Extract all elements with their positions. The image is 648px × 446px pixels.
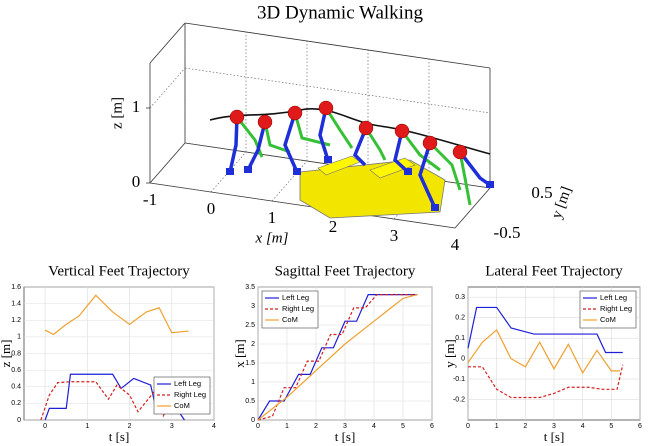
y-tick-label: 0 [461, 355, 465, 362]
x-tick-label: 1 [85, 423, 89, 430]
x-axis-label: t [s] [335, 429, 356, 444]
x-tick-label: 0 [207, 199, 216, 218]
legend-label: Left Leg [600, 293, 627, 302]
x-tick-label: 3 [390, 226, 399, 245]
chart-title: Sagittal Feet Trajectory [275, 263, 416, 279]
x-axis-label: x [m] [255, 230, 289, 246]
y-axis-label: x [m] [232, 339, 247, 368]
x-tick-label: 1 [268, 208, 277, 227]
y-tick-label: -0.2 [453, 396, 465, 403]
x-tick-label: 6 [430, 423, 434, 430]
y-tick-label: 0 [17, 417, 21, 424]
x-tick-label: 6 [638, 423, 642, 430]
x-tick-label: 2 [314, 423, 318, 430]
x-tick-label: 2 [329, 217, 338, 236]
x-tick-label: 4 [451, 235, 460, 254]
y-tick-label: 1.2 [11, 317, 21, 324]
grid-line [150, 68, 185, 108]
z-axis-label: z [m] [109, 97, 125, 129]
legend-label: Left Leg [174, 379, 201, 388]
y-tick-label: -0.5 [494, 223, 521, 242]
y-tick-label: 0.4 [11, 384, 21, 391]
y-tick-label: 3 [251, 303, 255, 310]
x-axis-label: t [s] [109, 429, 130, 444]
x-tick-label: 3 [170, 423, 174, 430]
x-tick-label: 4 [372, 423, 376, 430]
y-axis-label: z [m] [0, 340, 13, 368]
x-tick-label: 0 [466, 423, 470, 430]
z-tick-label: 1 [132, 97, 141, 116]
robot-illustration [210, 101, 494, 218]
x-tick-label: 4 [212, 423, 216, 430]
y-tick-label: -0.1 [453, 376, 465, 383]
chart-title: Vertical Feet Trajectory [48, 263, 190, 279]
x-tick-label: 0 [43, 423, 47, 430]
y-tick-label: 2 [251, 341, 255, 348]
chart-title: 3D Dynamic Walking [257, 2, 423, 23]
y-tick-label: 1 [17, 334, 21, 341]
x-tick-label: 5 [609, 423, 613, 430]
legend-label: Right Leg [282, 304, 314, 313]
page: -101234-0.50.501x [m]y [m]z [m]3D Dynami… [0, 0, 648, 446]
y-tick-label: 2.5 [245, 322, 255, 329]
y-tick-label: 0 [251, 417, 255, 424]
y-tick-label: 0.5 [245, 398, 255, 405]
x-tick-label: 1 [285, 423, 289, 430]
legend-label: Left Leg [282, 293, 309, 302]
y-tick-label: 0.2 [455, 315, 465, 322]
box-edge [150, 23, 185, 63]
x-tick-label: 5 [401, 423, 405, 430]
x-tick-label: 1 [495, 423, 499, 430]
x-tick-label: 4 [581, 423, 585, 430]
grid-line [185, 68, 490, 113]
y-tick-label: 0.3 [455, 294, 465, 301]
legend-label: CoM [600, 315, 616, 324]
legend-label: Right Leg [174, 390, 206, 399]
y-tick-label: 0.2 [11, 400, 21, 407]
x-tick-label: -1 [143, 190, 157, 209]
legend-label: CoM [174, 401, 190, 410]
z-tick-label: 0 [132, 172, 141, 191]
figure: -101234-0.50.501x [m]y [m]z [m]3D Dynami… [0, 0, 648, 446]
y-tick-label: 1.4 [11, 300, 21, 307]
x-axis-label: t [s] [544, 429, 565, 444]
y-tick-label: 0.5 [531, 183, 552, 202]
y-tick-label: 3.5 [245, 284, 255, 291]
x-tick-label: 0 [256, 423, 260, 430]
x-tick-label: 2 [523, 423, 527, 430]
y-tick-label: 1.6 [11, 284, 21, 291]
legend-label: CoM [282, 315, 298, 324]
y-axis-label: y [m] [549, 185, 575, 221]
y-tick-label: 1 [251, 379, 255, 386]
chart-title: Lateral Feet Trajectory [485, 263, 623, 279]
y-axis-label: y [m] [442, 339, 457, 368]
box-edge [185, 23, 490, 68]
legend-label: Right Leg [600, 304, 632, 313]
